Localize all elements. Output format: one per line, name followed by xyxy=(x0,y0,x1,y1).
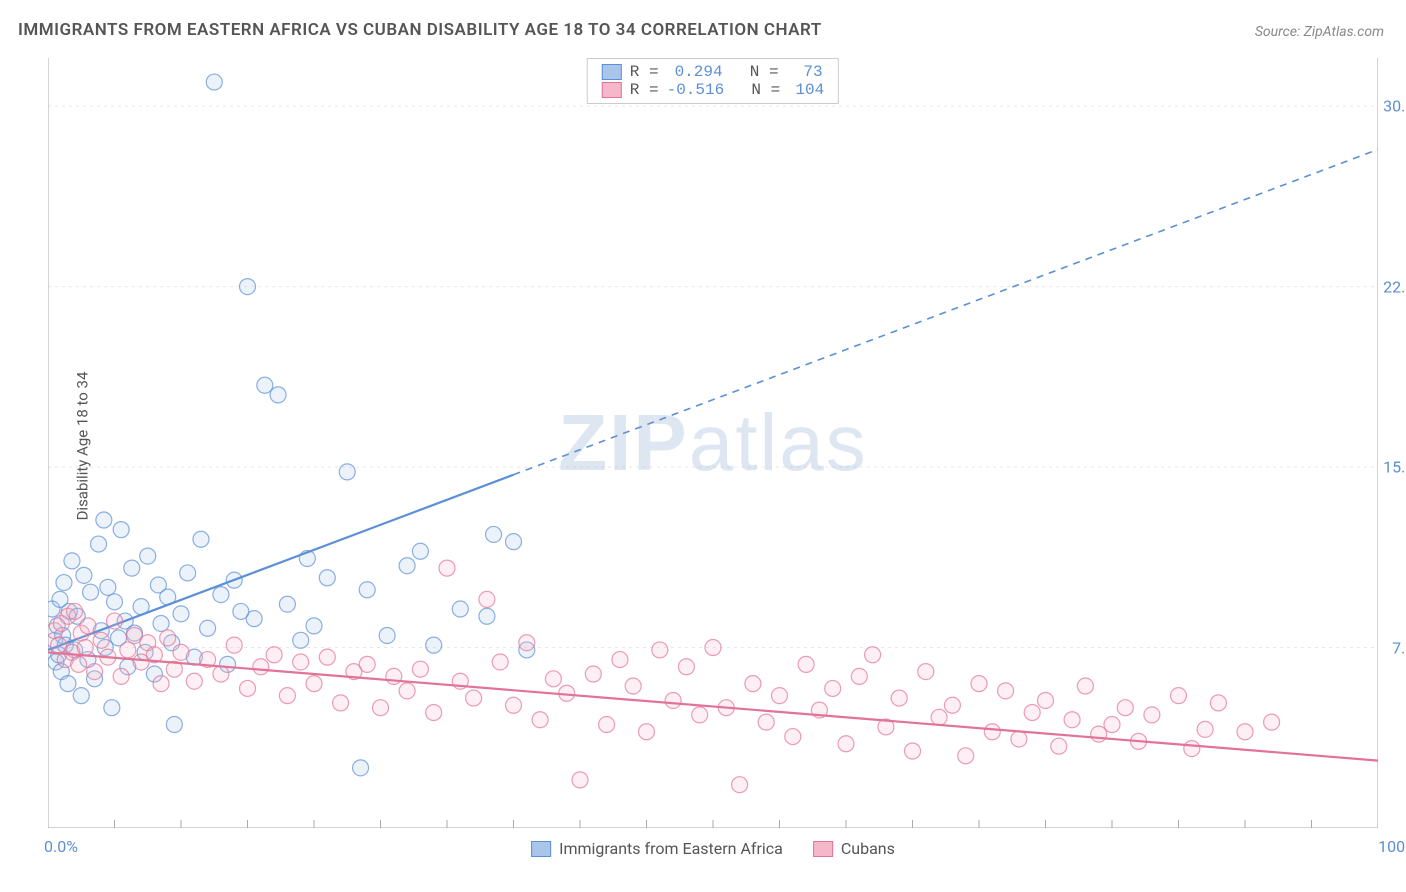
x-tick-max: 100.0% xyxy=(1378,837,1406,856)
bottom-legend-label-1: Immigrants from Eastern Africa xyxy=(559,839,783,858)
x-tick-min: 0.0% xyxy=(44,837,78,856)
bottom-legend-item-1: Immigrants from Eastern Africa xyxy=(531,839,783,858)
y-tick-label: 15.0% xyxy=(1383,458,1406,477)
legend-swatch-series1 xyxy=(602,64,622,80)
plot-area: ZIPatlas R = 0.294 N = 73 R = -0.516 N =… xyxy=(48,58,1378,828)
scatter-chart xyxy=(48,58,1378,828)
bottom-legend-swatch-1 xyxy=(531,841,551,857)
source-attribution: Source: ZipAtlas.com xyxy=(1255,24,1384,40)
y-tick-label: 30.0% xyxy=(1383,97,1406,116)
chart-title: IMMIGRANTS FROM EASTERN AFRICA VS CUBAN … xyxy=(18,20,822,40)
legend-row-series2: R = -0.516 N = 104 xyxy=(602,81,824,99)
y-tick-label: 7.5% xyxy=(1392,638,1406,657)
bottom-legend-item-2: Cubans xyxy=(813,839,895,858)
legend-stats-box: R = 0.294 N = 73 R = -0.516 N = 104 xyxy=(587,58,839,104)
legend-swatch-series2 xyxy=(602,82,622,98)
bottom-legend: Immigrants from Eastern Africa Cubans xyxy=(531,839,895,858)
bottom-legend-swatch-2 xyxy=(813,841,833,857)
y-tick-label: 22.5% xyxy=(1383,277,1406,296)
legend-row-series1: R = 0.294 N = 73 xyxy=(602,63,824,81)
bottom-legend-label-2: Cubans xyxy=(841,839,895,858)
